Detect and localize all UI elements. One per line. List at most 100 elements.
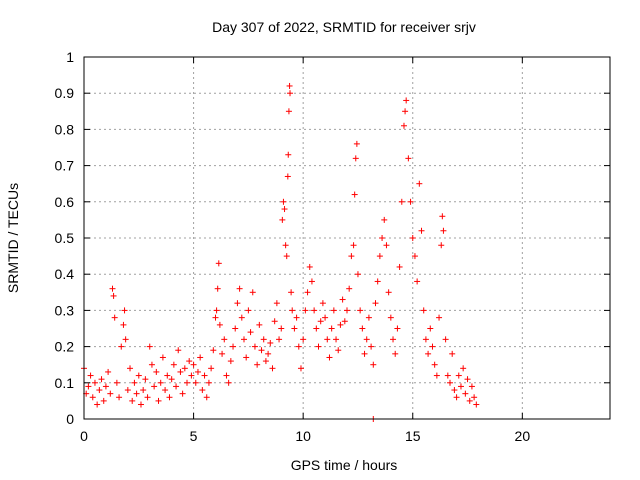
data-point [370,361,377,368]
data-point [282,242,289,249]
data-point [357,307,364,314]
data-point [372,300,379,307]
data-point [249,289,256,296]
data-point [260,336,267,343]
data-point [120,321,127,328]
data-point [164,372,171,379]
data-point [153,368,160,375]
grid [84,57,610,419]
data-point [453,394,460,401]
data-point [473,401,480,408]
data-point [348,253,355,260]
data-point [127,365,134,372]
data-point [425,350,432,357]
data-point [433,372,440,379]
data-point [267,339,274,346]
data-point [368,343,375,350]
y-axis-label: SRMTID / TECUs [5,183,21,293]
data-point [215,260,222,267]
data-point [394,325,401,332]
y-tick-label: 0.3 [55,302,75,318]
data-point [197,354,204,361]
data-point [436,314,443,321]
data-point [344,307,350,314]
data-point [351,191,358,198]
data-point [177,368,184,375]
data-point [306,263,313,270]
data-point [227,358,234,365]
data-point [411,253,418,260]
data-point [166,394,173,401]
y-tick-label: 0.8 [55,121,75,137]
data-point [398,198,405,205]
data-point [87,372,94,379]
data-point [181,365,188,372]
data-point [322,314,329,321]
x-tick-label: 15 [405,428,421,444]
data-point [230,343,237,350]
y-tick-label: 1 [66,49,74,65]
data-point [387,314,394,321]
data-point [455,372,462,379]
data-point [148,361,155,368]
data-point [107,390,114,397]
plot-frame [83,56,611,420]
data-point [122,336,129,343]
data-point [243,354,250,361]
data-point [111,314,118,321]
data-point [466,397,473,404]
data-point [131,379,138,386]
data-point [251,343,258,350]
data-point [286,82,293,89]
data-point [140,387,147,394]
data-point [137,401,144,408]
x-tick-label: 10 [295,428,311,444]
data-point [313,325,320,332]
data-point [245,307,252,314]
data-point [317,318,324,325]
data-point [447,379,454,386]
data-point [175,347,182,354]
data-point [188,372,195,379]
data-point [276,336,283,343]
data-point [109,285,116,292]
data-point [219,350,226,357]
data-point [223,372,230,379]
data-point [216,321,223,328]
data-point [118,343,125,350]
data-point [449,350,456,357]
data-point [221,336,228,343]
data-point [287,90,294,97]
y-tick-label: 0.5 [55,230,75,246]
data-point [420,307,427,314]
data-point [359,325,366,332]
x-tick-label: 20 [515,428,531,444]
data-point [285,108,292,115]
data-point [279,216,286,223]
data-point [85,383,92,390]
data-point [390,336,397,343]
data-point [288,289,295,296]
data-point [142,376,149,383]
data-point [168,376,175,383]
data-point [341,318,348,325]
data-point [186,358,193,365]
data-point [431,361,438,368]
y-tick-label: 0.1 [55,375,75,391]
data-point [440,227,447,234]
data-point [460,365,467,372]
data-point [429,343,436,350]
data-point [273,300,280,307]
data-point [212,314,219,321]
data-point [396,263,403,270]
data-point [238,314,245,321]
axis-ticks: 00.10.20.30.40.50.60.70.80.910 5 10 15 20 [55,49,610,444]
data-point [262,358,269,365]
data-point [201,372,208,379]
y-tick-label: 0.4 [55,266,75,282]
data-point [354,271,361,278]
data-point [444,372,451,379]
y-tick-label: 0 [66,411,74,427]
data-point [462,390,469,397]
x-tick-label: 0 [80,428,88,444]
